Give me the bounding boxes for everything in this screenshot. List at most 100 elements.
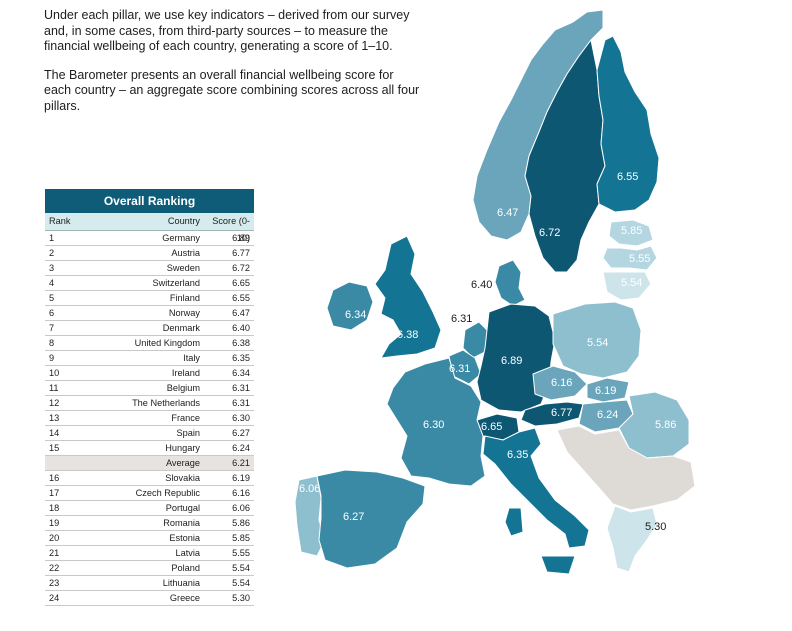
rank-cell: 2 xyxy=(49,248,55,258)
score-cell: 6.72 xyxy=(232,263,250,273)
score-cell: 6.34 xyxy=(232,368,250,378)
label-sweden: 6.72 xyxy=(539,227,560,239)
country-poland xyxy=(552,301,642,379)
table-row: 24 Greece 5.30 xyxy=(45,591,254,606)
table-row: 3 Sweden 6.72 xyxy=(45,261,254,276)
table-row: 7 Denmark 6.40 xyxy=(45,321,254,336)
rank-cell: 17 xyxy=(49,488,60,498)
country-cell: Belgium xyxy=(166,383,200,393)
table-row: 18 Portugal 6.06 xyxy=(45,501,254,516)
rank-cell: 7 xyxy=(49,323,55,333)
score-cell: 5.30 xyxy=(232,593,250,603)
country-ireland xyxy=(326,281,374,331)
score-cell: 6.77 xyxy=(232,248,250,258)
country-cell: Switzerland xyxy=(152,278,201,288)
rank-cell: 5 xyxy=(49,293,55,303)
rank-cell: 8 xyxy=(49,338,55,348)
country-cell: Hungary xyxy=(165,443,200,453)
label-denmark: 6.40 xyxy=(471,279,492,291)
country-italy xyxy=(482,427,590,575)
rank-cell: 15 xyxy=(49,443,60,453)
rank-cell: 6 xyxy=(49,308,55,318)
score-cell: 6.31 xyxy=(232,398,250,408)
country-cell: Latvia xyxy=(175,548,200,558)
rank-cell: 4 xyxy=(49,278,55,288)
table-row: 4 Switzerland 6.65 xyxy=(45,276,254,291)
rank-cell xyxy=(45,456,100,470)
table-row: 1 Germany 6.89 xyxy=(45,231,254,246)
country-slovakia xyxy=(586,377,630,403)
rank-cell: 24 xyxy=(49,593,60,603)
label-romania: 5.86 xyxy=(655,419,676,431)
label-finland: 6.55 xyxy=(617,171,638,183)
label-czech: 6.16 xyxy=(551,377,572,389)
score-cell: 5.86 xyxy=(232,518,250,528)
label-slovakia: 6.19 xyxy=(595,385,616,397)
table-row: 22 Poland 5.54 xyxy=(45,561,254,576)
country-cell: Sweden xyxy=(166,263,200,273)
score-cell: 6.27 xyxy=(232,428,250,438)
table-row: 23 Lithuania 5.54 xyxy=(45,576,254,591)
table-row: 6 Norway 6.47 xyxy=(45,306,254,321)
table-row: 15 Hungary 6.24 xyxy=(45,441,254,456)
country-latvia xyxy=(602,245,658,271)
label-portugal: 6.06 xyxy=(299,483,320,495)
country-cell: Romania xyxy=(163,518,200,528)
score-cell: 6.47 xyxy=(232,308,250,318)
table-row: 9 Italy 6.35 xyxy=(45,351,254,366)
score-cell: 6.19 xyxy=(232,473,250,483)
country-czech xyxy=(532,365,588,401)
label-uk: 6.38 xyxy=(397,329,418,341)
rank-cell: 18 xyxy=(49,503,60,513)
country-cell: Ireland xyxy=(171,368,200,378)
europe-map: 6.55 6.47 6.72 5.85 5.55 5.54 6.40 6.34 … xyxy=(294,9,696,575)
rank-cell: 1 xyxy=(49,233,55,243)
table-row: 10 Ireland 6.34 xyxy=(45,366,254,381)
label-hungary: 6.24 xyxy=(597,409,618,421)
rank-cell: 22 xyxy=(49,563,60,573)
rank-cell: 23 xyxy=(49,578,60,588)
rank-cell: 9 xyxy=(49,353,55,363)
table-row: 2 Austria 6.77 xyxy=(45,246,254,261)
country-denmark xyxy=(494,259,526,307)
label-france: 6.30 xyxy=(423,419,444,431)
table-header: Rank Country Score (0-10) xyxy=(45,213,254,243)
label-ireland: 6.34 xyxy=(345,309,366,321)
header-score: Score (0-10) xyxy=(212,216,250,243)
label-lithuania: 5.54 xyxy=(621,277,642,289)
country-cell: Spain xyxy=(176,428,201,438)
label-spain: 6.27 xyxy=(343,511,364,523)
country-spain xyxy=(316,469,426,569)
rank-cell: 16 xyxy=(49,473,60,483)
country-cell: The Netherlands xyxy=(132,398,200,408)
country-cell: Average xyxy=(165,458,200,468)
score-cell: 6.55 xyxy=(232,293,250,303)
score-cell: 5.54 xyxy=(232,578,250,588)
region-balkans xyxy=(556,425,696,511)
country-cell: United Kingdom xyxy=(134,338,200,348)
rank-cell: 21 xyxy=(49,548,60,558)
intro-paragraph-2: The Barometer presents an overall financ… xyxy=(44,67,420,113)
country-cell: Denmark xyxy=(162,323,200,333)
country-cell: Italy xyxy=(183,353,200,363)
score-cell: 6.24 xyxy=(232,443,250,453)
country-cell: Portugal xyxy=(165,503,200,513)
country-cell: Slovakia xyxy=(165,473,200,483)
label-germany: 6.89 xyxy=(501,355,522,367)
country-austria xyxy=(520,401,584,427)
header-country: Country xyxy=(167,216,200,226)
country-cell: Finland xyxy=(169,293,200,303)
intro-paragraph-1: Under each pillar, we use key indicators… xyxy=(44,8,410,53)
score-cell: 6.16 xyxy=(232,488,250,498)
country-uk xyxy=(374,235,442,359)
rank-cell: 10 xyxy=(49,368,60,378)
score-cell: 6.89 xyxy=(232,233,250,243)
country-cell: Estonia xyxy=(169,533,200,543)
country-lithuania xyxy=(602,271,652,301)
label-belgium: 6.31 xyxy=(449,363,470,375)
score-cell: 6.31 xyxy=(232,383,250,393)
rank-cell: 14 xyxy=(49,428,60,438)
label-switzerland: 6.65 xyxy=(481,421,502,433)
table-row: 11 Belgium 6.31 xyxy=(45,381,254,396)
country-cell: Germany xyxy=(162,233,200,243)
